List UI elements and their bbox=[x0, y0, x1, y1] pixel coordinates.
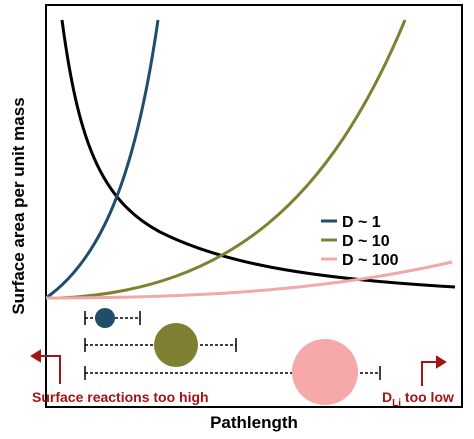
curve-d1 bbox=[45, 19, 160, 300]
annotation-right: DLi too low bbox=[382, 389, 454, 409]
particle-medium bbox=[154, 323, 198, 367]
legend-label: D ~ 10 bbox=[342, 233, 390, 250]
curve-d100 bbox=[45, 260, 453, 300]
curve-d10 bbox=[59, 19, 407, 300]
y-axis-label: Surface area per unit mass bbox=[9, 97, 28, 314]
frame bbox=[45, 4, 463, 408]
legend: D ~ 1 D ~ 10 D ~ 100 bbox=[321, 214, 399, 269]
arrow-right bbox=[421, 361, 438, 386]
annotation-sub: Li bbox=[392, 398, 401, 409]
arrowhead bbox=[436, 355, 447, 369]
annotation-rest: too low bbox=[401, 389, 454, 405]
arrowhead bbox=[30, 349, 41, 363]
arrow-left bbox=[38, 355, 61, 384]
curve-black bbox=[60, 19, 456, 289]
legend-label: D ~ 100 bbox=[342, 252, 399, 269]
annotation-main: D bbox=[382, 389, 392, 405]
annotation-left: Surface reactions too high bbox=[32, 389, 209, 405]
arrows bbox=[30, 349, 447, 386]
particle-large bbox=[292, 339, 358, 405]
x-axis-label: Pathlength bbox=[210, 413, 298, 432]
particle-small bbox=[95, 308, 115, 328]
legend-label: D ~ 1 bbox=[342, 214, 381, 231]
